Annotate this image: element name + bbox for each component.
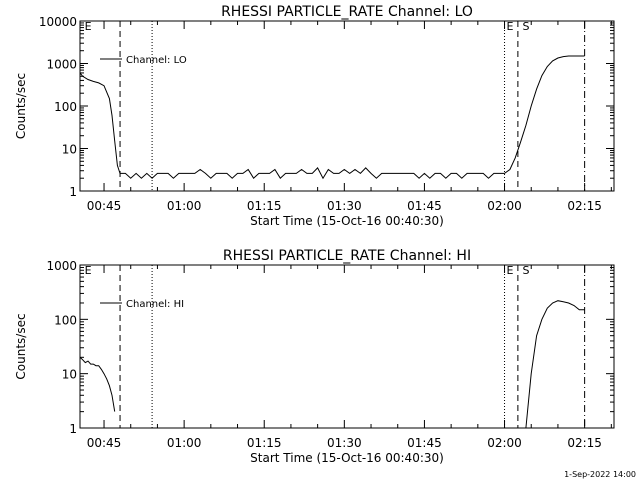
event-marker-label: E [85, 20, 92, 33]
x-tick-label: 00:45 [87, 199, 122, 213]
y-tick-label: 100 [54, 100, 77, 114]
event-marker-label: S [523, 20, 530, 33]
x-tick-label: 01:45 [407, 436, 442, 450]
y-tick-label: 1 [69, 185, 77, 199]
legend-label: Channel: HI [126, 299, 184, 310]
x-tick-label: 01:30 [327, 199, 362, 213]
x-tick-label: 02:00 [487, 199, 522, 213]
x-tick-label: 01:15 [247, 436, 282, 450]
chart-title: RHESSI PARTICLE_RATE Channel: HI [223, 248, 471, 264]
x-axis-label: Start Time (15-Oct-16 00:40:30) [250, 451, 444, 465]
plot-frame [79, 264, 615, 429]
event-marker-label: S [523, 264, 530, 277]
series-line [79, 55, 585, 180]
event-marker-label: E [507, 264, 514, 277]
event-marker-label: E [507, 20, 514, 33]
chart-title: RHESSI PARTICLE_RATE Channel: LO [221, 4, 473, 20]
x-tick-label: 00:45 [87, 436, 122, 450]
x-tick-label: 01:15 [247, 199, 282, 213]
series-line [79, 356, 116, 412]
y-axis-label: Counts/sec [14, 313, 28, 379]
x-tick-label: 01:00 [167, 436, 202, 450]
y-tick-label: 1 [69, 422, 77, 436]
legend-label: Channel: LO [126, 55, 187, 66]
x-tick-label: 02:00 [487, 436, 522, 450]
y-tick-label: 10000 [39, 15, 77, 29]
y-tick-label: 1000 [46, 259, 77, 273]
chart-panel-1: RHESSI PARTICLE_RATE Channel: LO Counts/s… [14, 4, 615, 228]
x-tick-label: 02:15 [567, 436, 602, 450]
x-tick-label: 01:30 [327, 436, 362, 450]
x-axis-label: Start Time (15-Oct-16 00:40:30) [250, 214, 444, 228]
y-axis-label: Counts/sec [14, 73, 28, 139]
y-tick-label: 1000 [46, 58, 77, 72]
chart-panel-2: RHESSI PARTICLE_RATE Channel: HI Counts/s… [14, 248, 615, 465]
y-tick-label: 10 [62, 143, 77, 157]
y-tick-label: 10 [62, 368, 77, 382]
y-tick-label: 100 [54, 313, 77, 327]
event-marker-label: E [85, 264, 92, 277]
x-tick-label: 02:15 [567, 199, 602, 213]
series-line [525, 300, 585, 429]
x-tick-label: 01:00 [167, 199, 202, 213]
plot-frame [79, 20, 615, 192]
x-tick-label: 01:45 [407, 199, 442, 213]
